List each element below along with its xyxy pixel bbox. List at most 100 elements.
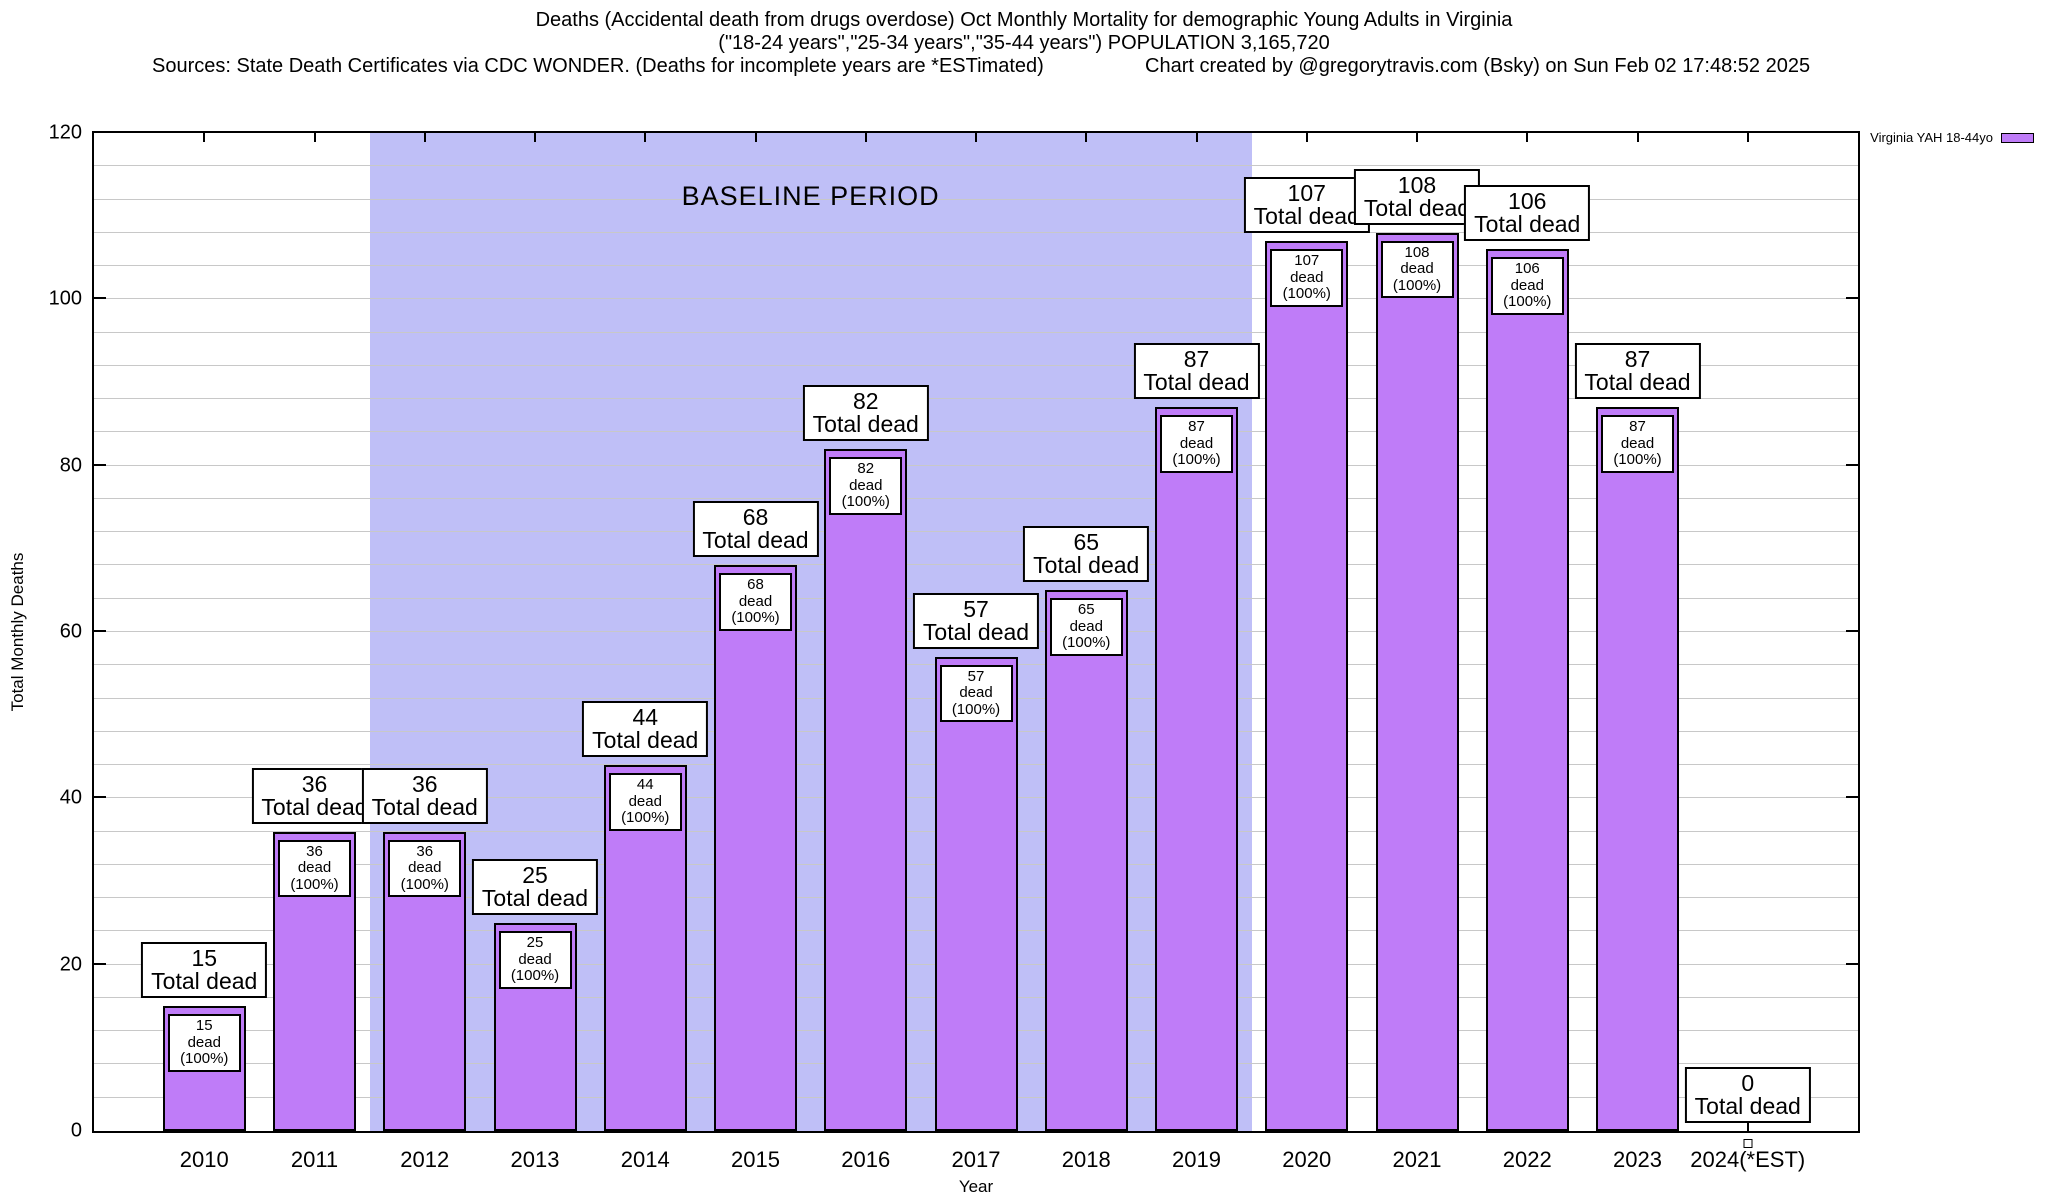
bar-inner-label-2022: 106 dead (100%) <box>1490 257 1564 315</box>
bar-inner-label-2019: 87 dead (100%) <box>1160 415 1233 473</box>
bar-inner-label-2015: 68 dead (100%) <box>719 573 792 631</box>
bar-inner-value-2015: 68 <box>747 576 764 594</box>
x-tick-label-2014: 2014 <box>620 1147 670 1172</box>
bar-total-value-2011: 36 <box>301 770 328 797</box>
y-tick-mark-right-40 <box>1846 796 1858 799</box>
x-tick-mark-top-2016 <box>864 133 867 142</box>
x-tick-mark-top-2024(*EST) <box>1746 133 1749 142</box>
bar-2020: 107 dead (100%) <box>1265 241 1349 1131</box>
bar-inner-suffix-2018: dead (100%) <box>1062 617 1111 652</box>
x-tick-mark-top-2023 <box>1636 133 1639 142</box>
y-tick-mark-right-100 <box>1846 297 1858 300</box>
x-tick-label-2010: 2010 <box>179 1147 229 1172</box>
gridline-y88 <box>94 398 1858 400</box>
bar-2014: 44 dead (100%) <box>603 765 687 1131</box>
legend-series-label: Virginia YAH 18-44yo <box>1870 130 1993 145</box>
bar-inner-suffix-2020: dead (100%) <box>1282 268 1331 303</box>
y-tick-label-80: 80 <box>59 454 82 477</box>
bar-inner-value-2010: 15 <box>195 1017 213 1035</box>
x-tick-mark-top-2017 <box>975 133 977 142</box>
bar-2019: 87 dead (100%) <box>1155 407 1238 1131</box>
bar-total-label-2013: 25 Total dead <box>471 859 599 916</box>
bar-total-suffix-2012: Total dead <box>371 793 478 820</box>
gridline-y92 <box>94 364 1858 366</box>
bar-total-label-2017: 57 Total dead <box>912 592 1040 649</box>
bar-total-label-2016: 82 Total dead <box>802 385 929 442</box>
bar-inner-value-2018: 65 <box>1077 601 1095 619</box>
gridline-y68 <box>94 564 1858 566</box>
x-tick-mark-top-2018 <box>1085 133 1088 142</box>
y-tick-label-40: 40 <box>59 786 82 809</box>
bar-inner-suffix-2021: dead (100%) <box>1392 260 1442 294</box>
y-tick-mark-left-80 <box>94 463 106 466</box>
bar-2016: 82 dead (100%) <box>824 449 908 1131</box>
bar-inner-value-2020: 107 <box>1294 252 1320 270</box>
x-tick-mark-top-2022 <box>1526 133 1529 142</box>
x-tick-label-2015: 2015 <box>731 1147 780 1172</box>
bar-inner-suffix-2023: dead (100%) <box>1613 434 1662 469</box>
bar-2018: 65 dead (100%) <box>1044 590 1128 1131</box>
gridline-y80 <box>94 464 1858 466</box>
bar-2015: 68 dead (100%) <box>714 565 797 1131</box>
x-tick-mark-top-2014 <box>644 133 647 142</box>
y-tick-label-20: 20 <box>59 953 82 976</box>
bar-inner-suffix-2010: dead (100%) <box>180 1033 229 1068</box>
bar-2013: 25 dead (100%) <box>493 923 577 1131</box>
gridline-y96 <box>94 331 1858 333</box>
bar-2023: 87 dead (100%) <box>1596 407 1679 1131</box>
plot-area: BASELINE PERIOD Year 0 20 40 60 80 100 120 2010… <box>49 122 1860 1196</box>
bar-total-value-2015: 68 <box>742 504 769 531</box>
gridline-y76 <box>94 497 1858 499</box>
bar-total-suffix-2016: Total dead <box>812 411 919 438</box>
chart-title: Deaths (Accidental death from drugs over… <box>535 9 1513 31</box>
bar-2017: 57 dead (100%) <box>934 656 1018 1131</box>
bar-total-value-2024(*EST): 0 <box>1741 1070 1755 1096</box>
bar-2012: 36 dead (100%) <box>383 831 467 1131</box>
gridline-y112 <box>94 198 1858 200</box>
bar-inner-value-2022: 106 <box>1514 260 1540 278</box>
bar-inner-label-2021: 108 dead (100%) <box>1380 240 1454 299</box>
bar-total-suffix-2010: Total dead <box>151 968 258 995</box>
bar-inner-suffix-2022: dead (100%) <box>1503 276 1552 311</box>
bar-total-suffix-2013: Total dead <box>481 885 589 912</box>
bar-inner-suffix-2016: dead (100%) <box>841 476 890 511</box>
credit-note: Chart created by @gregorytravis.com (Bsk… <box>1145 55 1811 77</box>
x-tick-label-2011: 2011 <box>290 1147 339 1172</box>
gridline-y104 <box>94 265 1858 267</box>
x-tick-label-2020: 2020 <box>1282 1147 1332 1172</box>
bar-total-value-2010: 15 <box>191 945 218 972</box>
y-tick-mark-left-20 <box>94 962 106 965</box>
bar-total-suffix-2022: Total dead <box>1474 211 1581 238</box>
x-tick-mark-top-2015 <box>754 133 757 142</box>
legend: Virginia YAH 18-44yo <box>1870 130 2034 145</box>
x-tick-label-2023: 2023 <box>1613 1147 1662 1172</box>
bar-total-suffix-2015: Total dead <box>702 527 809 554</box>
x-tick-label-2022: 2022 <box>1502 1147 1552 1172</box>
gridline-y100 <box>94 298 1858 300</box>
x-tick-label-2017: 2017 <box>951 1147 1001 1172</box>
bar-inner-value-2014: 44 <box>636 776 654 794</box>
y-axis-title: Total Monthly Deaths <box>8 552 27 712</box>
y-tick-label-0: 0 <box>70 1119 82 1142</box>
bar-total-label-2012: 36 Total dead <box>361 767 488 824</box>
bar-total-value-2017: 57 <box>963 595 989 622</box>
bar-total-suffix-2018: Total dead <box>1033 552 1140 579</box>
bar-total-suffix-2023: Total dead <box>1584 369 1691 396</box>
bar-total-suffix-2021: Total dead <box>1363 194 1471 221</box>
x-tick-mark-top-2021 <box>1416 133 1418 142</box>
bar-total-suffix-2024(*EST): Total dead <box>1694 1093 1801 1119</box>
y-tick-mark-left-40 <box>94 796 106 799</box>
y-tick-mark-right-80 <box>1846 463 1858 466</box>
bar-total-value-2012: 36 <box>411 770 438 797</box>
bar-total-value-2023: 87 <box>1624 346 1651 373</box>
bar-total-label-2018: 65 Total dead <box>1023 526 1150 583</box>
x-tick-label-2012: 2012 <box>400 1147 450 1172</box>
bar-inner-label-2010: 15 dead (100%) <box>167 1014 241 1072</box>
bar-inner-label-2011: 36 dead (100%) <box>278 839 351 898</box>
x-tick-label-2018: 2018 <box>1061 1147 1111 1172</box>
gridline-y108 <box>94 231 1858 233</box>
bar-inner-value-2011: 36 <box>306 842 323 860</box>
y-tick-label-60: 60 <box>59 620 82 643</box>
y-tick-mark-right-60 <box>1846 630 1858 632</box>
